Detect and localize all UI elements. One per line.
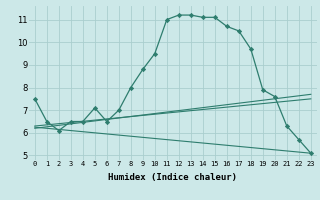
- X-axis label: Humidex (Indice chaleur): Humidex (Indice chaleur): [108, 173, 237, 182]
